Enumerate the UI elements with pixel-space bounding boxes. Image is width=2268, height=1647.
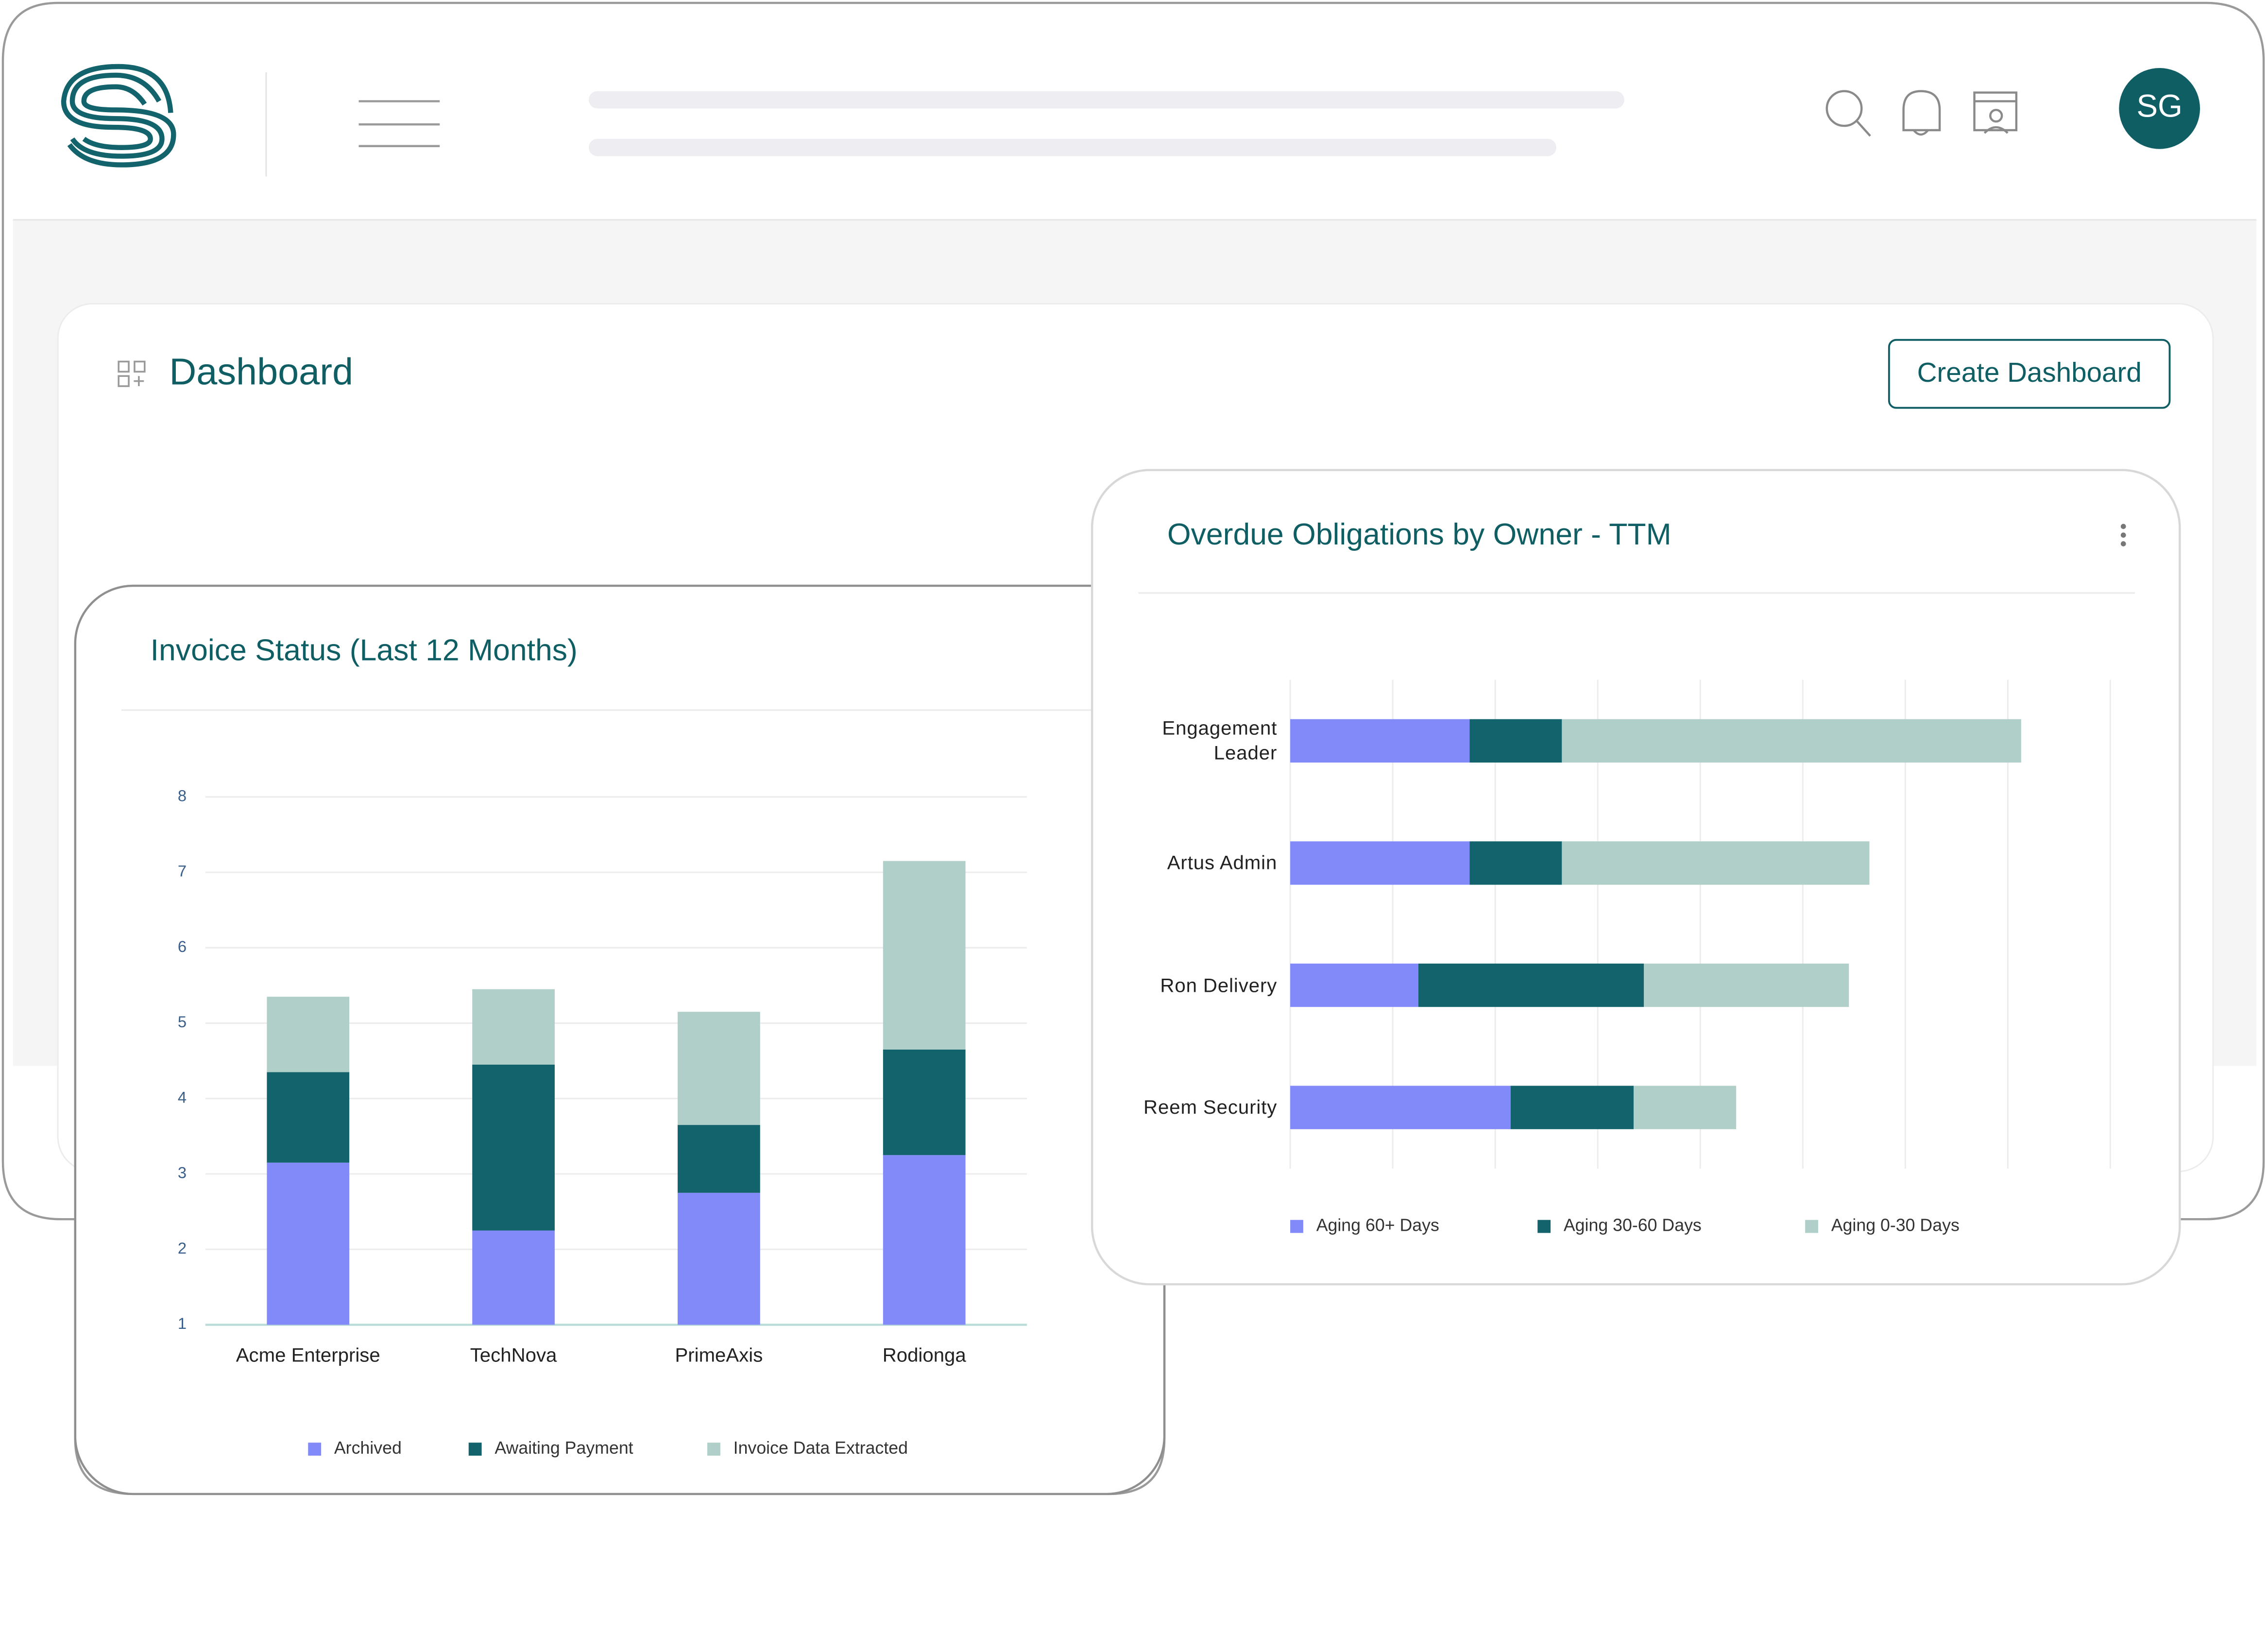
bar-segment <box>883 1049 966 1155</box>
bar-segment <box>267 1072 350 1163</box>
x-tick-label: Rodionga <box>883 1344 967 1366</box>
menu-icon[interactable] <box>358 100 440 147</box>
bar-segment <box>1290 963 1418 1007</box>
search-icon[interactable] <box>1825 90 1871 137</box>
bar-segment <box>1290 719 1470 763</box>
legend-swatch <box>707 1443 720 1456</box>
y-category: Ron Delivery <box>1160 974 1278 996</box>
y-category: Artus Admin <box>1167 852 1278 874</box>
y-tick-label: Artus Admin <box>1167 852 1278 874</box>
legend-label: Aging 0-30 Days <box>1831 1216 1960 1235</box>
bar-segment <box>267 997 350 1072</box>
page-title: Dashboard <box>169 351 353 393</box>
y-tick-label: 5 <box>178 1013 187 1031</box>
y-category: Reem Security <box>1143 1096 1278 1119</box>
menu-dot <box>2120 532 2126 538</box>
bar-segment <box>1562 719 2021 763</box>
y-tick-label: 1 <box>178 1314 187 1332</box>
placeholder-bar <box>588 138 1556 156</box>
bar-segment <box>1290 841 1470 885</box>
x-tick-label: Acme Enterprise <box>236 1344 380 1366</box>
avatar-initials: SG <box>2136 88 2183 124</box>
bar-segment <box>267 1162 350 1325</box>
chart-title: Invoice Status (Last 12 Months) <box>151 633 578 667</box>
bar-segment <box>472 1064 555 1231</box>
legend-label: Aging 30-60 Days <box>1564 1216 1702 1235</box>
y-tick-label: 8 <box>178 786 187 804</box>
y-tick-label: 4 <box>178 1088 187 1106</box>
window-icon[interactable] <box>1973 91 2018 134</box>
bar-segment <box>883 861 966 1050</box>
y-tick-label: Reem Security <box>1143 1096 1278 1119</box>
button-label[interactable]: Create Dashboard <box>1917 357 2142 388</box>
y-tick-label: 6 <box>178 937 187 955</box>
legend-swatch <box>468 1443 482 1456</box>
bar-segment <box>678 1125 760 1193</box>
bar-segment <box>1290 1086 1511 1129</box>
y-tick-label: 2 <box>178 1239 187 1257</box>
chart-title: Overdue Obligations by Owner - TTM <box>1167 517 1671 551</box>
legend-swatch <box>1805 1220 1818 1233</box>
legend-label: Invoice Data Extracted <box>733 1438 908 1458</box>
bar-segment <box>1418 963 1644 1007</box>
bar-segment <box>883 1155 966 1325</box>
bar-segment <box>1469 841 1562 885</box>
create-dashboard-button[interactable] <box>1888 339 2171 409</box>
legend-label: Archived <box>334 1438 402 1458</box>
bar-segment <box>1469 719 1562 763</box>
legend-label: Awaiting Payment <box>495 1438 633 1458</box>
menu-dot <box>2120 541 2126 546</box>
y-tick-label: Engagement Leader <box>1162 717 1278 764</box>
logo <box>61 64 176 168</box>
y-category: Engagement Leader <box>1162 717 1278 764</box>
y-tick-label: 7 <box>178 862 187 880</box>
bar-segment <box>1644 963 1849 1007</box>
menu-dot <box>2120 524 2126 529</box>
bar-segment <box>1562 841 1870 885</box>
legend-swatch <box>1537 1220 1551 1233</box>
y-tick-label: Ron Delivery <box>1160 974 1278 996</box>
legend-swatch <box>308 1443 322 1456</box>
bar-segment <box>472 1230 555 1325</box>
bar-segment <box>472 989 555 1065</box>
x-tick-label: PrimeAxis <box>675 1344 763 1366</box>
y-tick-label: 3 <box>178 1164 187 1182</box>
bar-segment <box>678 1012 760 1125</box>
legend-swatch <box>1290 1220 1303 1233</box>
bell-icon[interactable] <box>1902 90 1941 136</box>
legend-label: Aging 60+ Days <box>1316 1216 1439 1235</box>
placeholder-bar <box>588 91 1624 109</box>
bar-segment <box>1510 1086 1634 1129</box>
dashboard-icon <box>118 360 146 387</box>
x-tick-label: TechNova <box>470 1344 557 1366</box>
avatar[interactable] <box>2119 68 2200 149</box>
bar-segment <box>678 1192 760 1325</box>
bar-segment <box>1634 1086 1737 1129</box>
